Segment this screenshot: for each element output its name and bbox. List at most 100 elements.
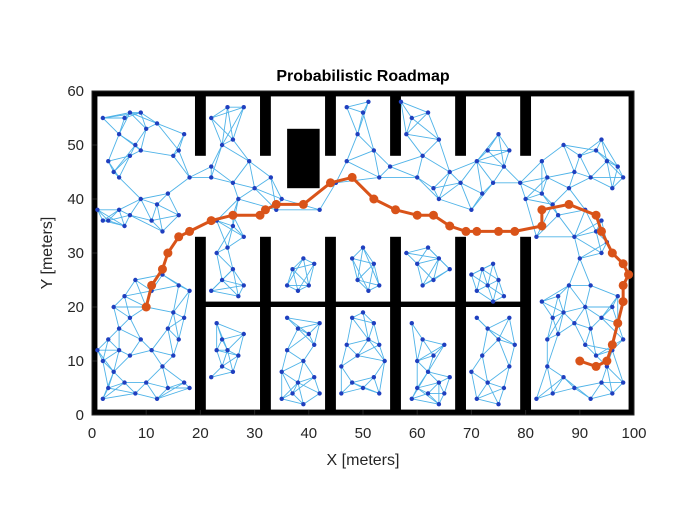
roadmap-edge (292, 258, 304, 270)
roadmap-edge (145, 382, 158, 400)
path-waypoint (618, 280, 628, 290)
roadmap-edge (113, 371, 125, 383)
roadmap-node (241, 331, 246, 337)
roadmap-edge (140, 339, 152, 351)
roadmap-node (225, 105, 230, 110)
roadmap-edge (340, 366, 353, 383)
roadmap-edge (156, 193, 169, 205)
roadmap-node (555, 213, 561, 218)
roadmap-node (517, 180, 523, 185)
roadmap-node (181, 132, 187, 137)
y-tick-layer: 0 10 20 30 40 50 60 (67, 83, 97, 424)
roadmap-edge (411, 117, 440, 140)
roadmap-edge (541, 161, 548, 178)
roadmap-node (106, 218, 111, 223)
roadmap-edge (433, 171, 451, 189)
roadmap-edge (210, 366, 223, 378)
roadmap-edge (574, 220, 602, 238)
roadmap-edge (601, 382, 613, 394)
roadmap-edge (498, 338, 515, 346)
roadmap-node (436, 402, 442, 407)
roadmap-edge (210, 117, 223, 146)
roadmap-node (301, 402, 306, 407)
roadmap-node (100, 115, 106, 121)
roadmap-edge (552, 187, 570, 205)
roadmap-edge (546, 366, 554, 394)
obstacle-block (520, 236, 532, 415)
roadmap-edge (487, 328, 515, 346)
roadmap-edge (281, 382, 299, 400)
roadmap-edge (536, 376, 564, 400)
roadmap-node (95, 207, 100, 212)
roadmap-node (301, 358, 306, 364)
roadmap-edge (129, 214, 163, 232)
roadmap-edge (297, 376, 315, 384)
roadmap-edge (346, 317, 353, 345)
roadmap-edge (248, 160, 272, 178)
roadmap-edge (373, 323, 380, 345)
roadmap-edge (546, 317, 554, 340)
roadmap-node (219, 277, 225, 283)
roadmap-node (111, 169, 116, 175)
roadmap-node (409, 115, 414, 121)
roadmap-edge (525, 193, 543, 200)
roadmap-edge (340, 344, 348, 367)
roadmap-edge (411, 398, 439, 405)
roadmap-node (165, 385, 171, 391)
path-waypoint (325, 178, 335, 188)
roadmap-node (474, 315, 480, 320)
roadmap-edge (346, 344, 358, 356)
roadmap-edge (573, 155, 581, 173)
roadmap-edge (427, 382, 440, 394)
roadmap-edge (487, 366, 510, 383)
roadmap-edge (151, 349, 163, 367)
roadmap-edge (536, 366, 548, 399)
roadmap-edge (595, 150, 619, 167)
roadmap-edge (585, 344, 613, 351)
roadmap-edge (568, 171, 575, 189)
roadmap-edge (97, 349, 115, 373)
roadmap-edge (427, 371, 450, 378)
roadmap-node (447, 375, 452, 380)
roadmap-node (436, 137, 442, 142)
path-waypoint (602, 356, 612, 366)
roadmap-node (236, 353, 241, 358)
roadmap-edge (536, 214, 559, 238)
roadmap-edge (590, 160, 608, 178)
x-tick-label: 90 (571, 425, 588, 442)
roadmap-edge (476, 149, 510, 162)
roadmap-node (246, 159, 252, 164)
roadmap-edge (140, 193, 168, 200)
roadmap-node (398, 99, 404, 105)
roadmap-node (219, 337, 225, 342)
roadmap-edge (362, 247, 375, 265)
roadmap-edge (422, 258, 440, 286)
roadmap-node (480, 353, 485, 358)
roadmap-node (588, 175, 593, 180)
roadmap-edge (102, 112, 141, 119)
roadmap-edge (151, 204, 158, 221)
roadmap-edge (167, 328, 180, 340)
roadmap-edge (167, 193, 180, 216)
roadmap-edge (108, 214, 131, 222)
roadmap-edge (476, 160, 494, 184)
roadmap-node (312, 375, 317, 380)
roadmap-node (144, 126, 149, 131)
roadmap-node (436, 380, 442, 385)
roadmap-node (539, 159, 545, 164)
roadmap-edge (552, 387, 575, 394)
roadmap-edge (308, 322, 320, 335)
y-tick-label: 20 (67, 299, 84, 316)
roadmap-edge (416, 344, 445, 362)
roadmap-edge (232, 182, 255, 189)
roadmap-node (474, 159, 480, 164)
roadmap-edge (400, 101, 407, 135)
roadmap-edge (563, 312, 575, 324)
roadmap-node (485, 326, 490, 331)
x-tick-label: 30 (246, 425, 263, 442)
path-waypoint (298, 199, 308, 209)
roadmap-node (572, 321, 577, 326)
roadmap-node (458, 180, 463, 185)
roadmap-node (583, 304, 588, 310)
roadmap-edge (498, 134, 505, 167)
